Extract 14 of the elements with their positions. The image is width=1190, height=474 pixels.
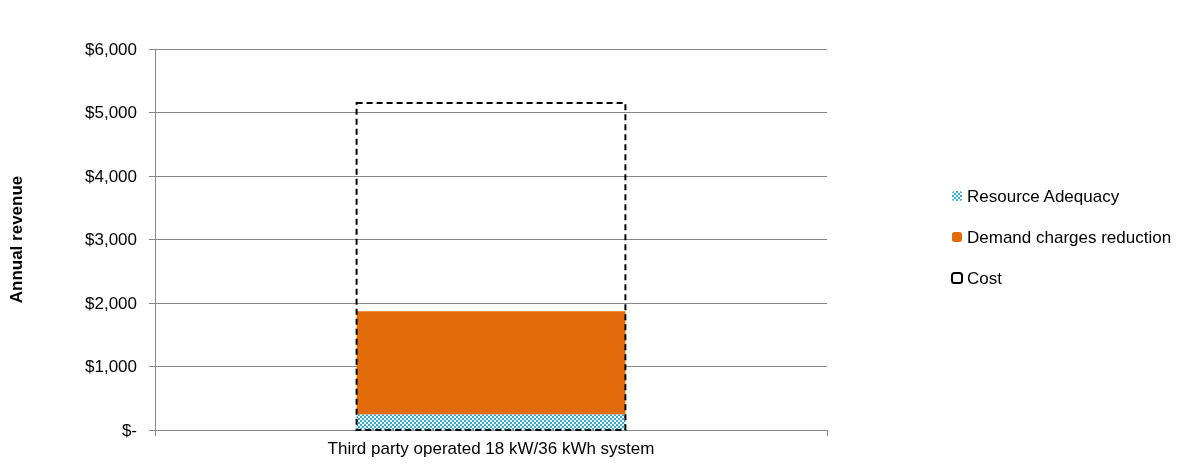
bar [355,101,627,431]
legend-label: Cost [967,268,1003,288]
y-tick-label: $6,000 [85,39,137,59]
bar [356,311,626,415]
y-axis-title: Annual revenue [7,175,26,304]
y-tick-label: $1,000 [85,357,137,376]
legend-label: Demand charges reduction [967,227,1172,247]
y-tick-label: $- [121,420,137,440]
y-tick-label: $4,000 [85,166,137,186]
y-tick-label: $3,000 [85,230,137,249]
legend-label: Resource Adequacy [967,186,1120,206]
y-tick-label: $2,000 [85,293,137,313]
y-tick-label: $5,000 [85,103,137,122]
x-tick-label: Third party operated 18 kW/36 kWh system [327,439,655,458]
